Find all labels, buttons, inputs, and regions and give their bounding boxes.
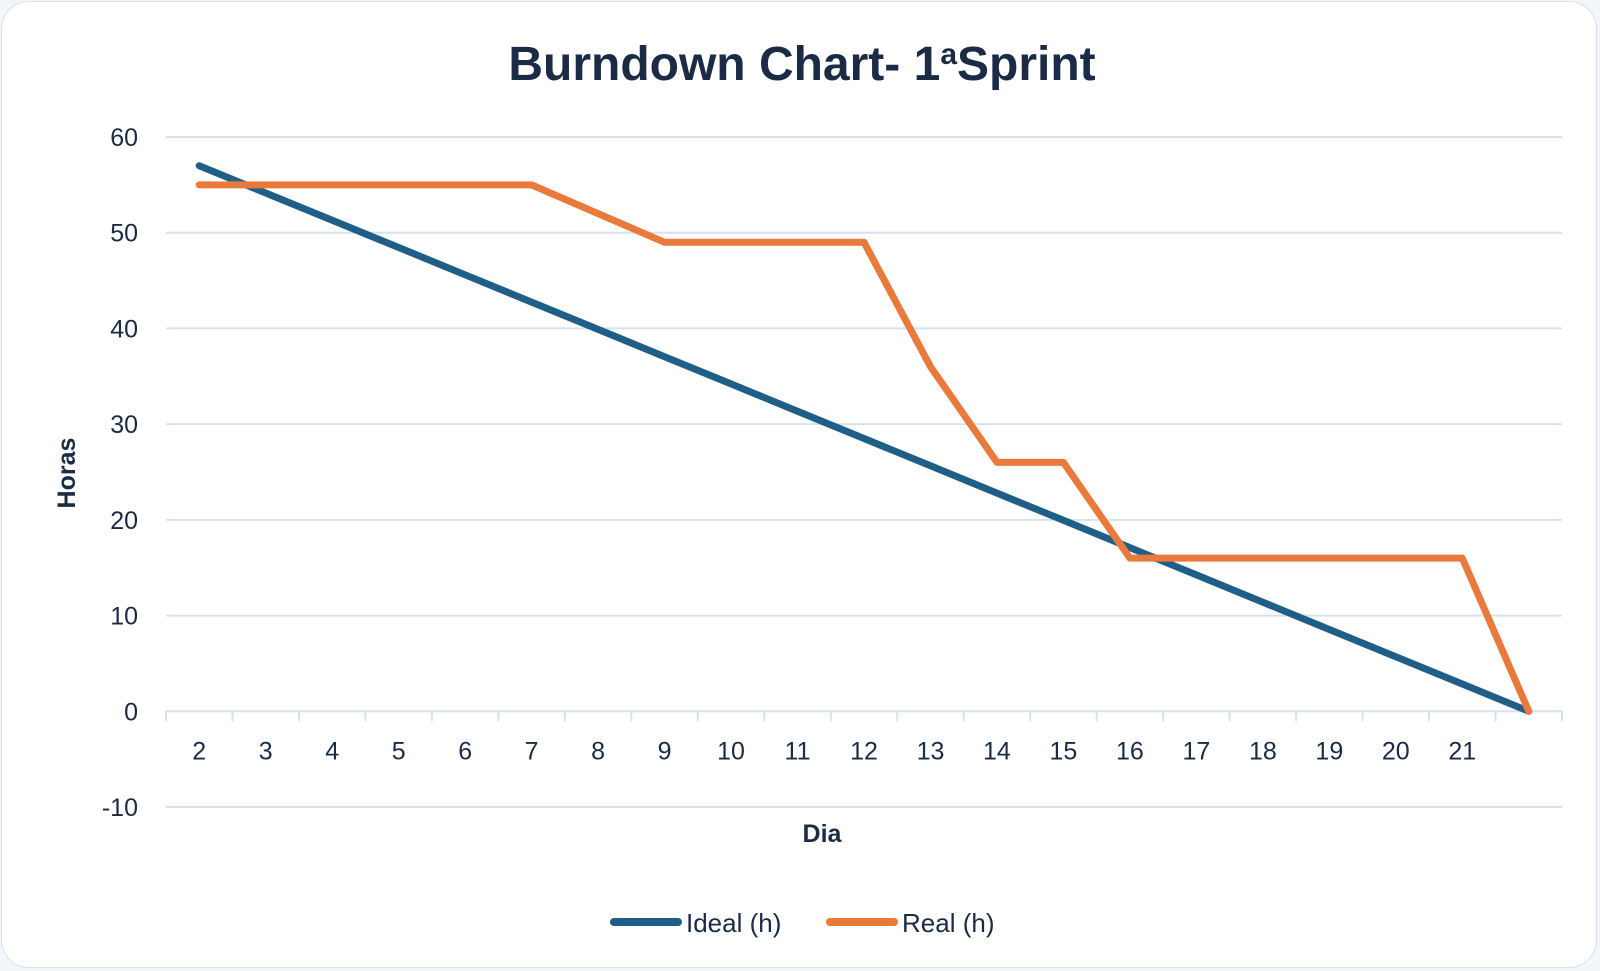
y-tick-label: 10 (110, 603, 138, 631)
x-axis-title: Dia (803, 820, 843, 848)
x-tick-label: 6 (458, 737, 472, 765)
x-tick-label: 4 (325, 737, 339, 765)
chart-title-ordinal: a (940, 38, 957, 71)
x-axis: 2 3 4 5 6 7 8 9 10 11 12 13 14 15 16 17 18 19 20 21 (165, 710, 1563, 765)
x-tick-label: 16 (1116, 737, 1144, 765)
x-tick-label: 18 (1249, 737, 1277, 765)
x-tick-label: 5 (392, 737, 406, 765)
x-tick-label: 17 (1182, 737, 1210, 765)
chart-title-main: Burndown Chart- 1 (508, 38, 940, 91)
x-tick-label: 3 (259, 737, 273, 765)
y-tick-label: 30 (110, 411, 138, 439)
y-axis-ticks: 60 50 40 30 20 10 0 -10 (102, 124, 138, 822)
y-tick-label: 40 (110, 315, 138, 343)
legend-label: Real (h) (902, 908, 994, 938)
x-tick-label: 14 (983, 737, 1011, 765)
x-tick-label: 11 (785, 737, 811, 765)
legend: Ideal (h) Real (h) (610, 908, 994, 938)
y-tick-label: 60 (110, 124, 138, 152)
y-tick-label: 0 (124, 698, 138, 726)
x-tick-label: 20 (1382, 737, 1410, 765)
legend-label: Ideal (h) (686, 908, 781, 938)
y-axis-title: Horas (53, 438, 81, 509)
series-line-0 (195, 162, 1533, 715)
x-tick-label: 9 (658, 737, 672, 765)
x-tick-label: 21 (1448, 737, 1476, 765)
gridlines (166, 136, 1562, 808)
x-tick-label: 8 (591, 737, 605, 765)
series-lines (195, 162, 1533, 715)
x-tick-label: 10 (717, 737, 745, 765)
chart-title-rest: Sprint (957, 38, 1096, 91)
x-tick-label: 2 (192, 737, 206, 765)
x-tick-label: 12 (850, 737, 878, 765)
y-tick-label: -10 (102, 794, 138, 822)
x-tick-label: 19 (1315, 737, 1343, 765)
y-tick-label: 20 (110, 507, 138, 535)
x-tick-label: 15 (1050, 737, 1078, 765)
x-tick-label: 13 (917, 737, 945, 765)
series-line-1 (195, 181, 1533, 715)
x-tick-label: 7 (525, 737, 539, 765)
chart-title: Burndown Chart- 1aSprint (508, 38, 1095, 91)
y-tick-label: 50 (110, 220, 138, 248)
